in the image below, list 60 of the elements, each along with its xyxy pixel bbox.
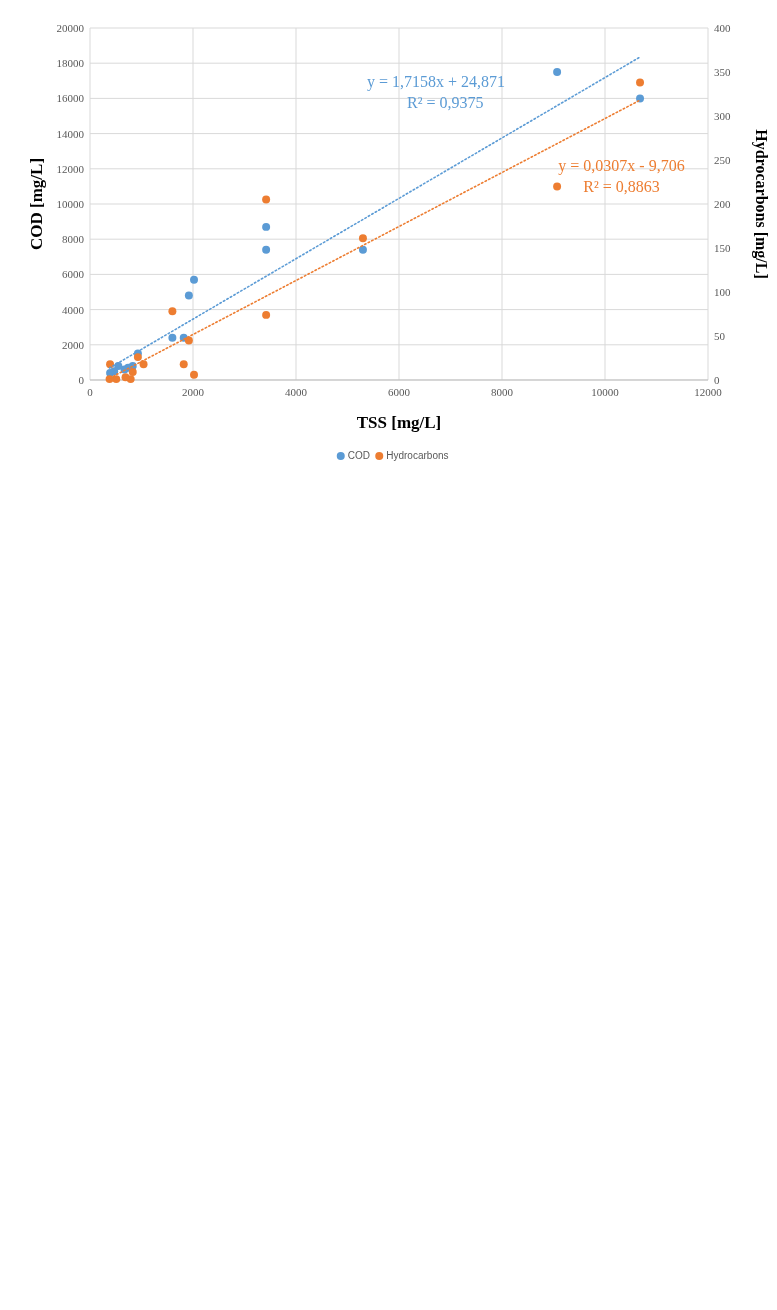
y2-tick-label: 400	[714, 22, 731, 34]
x-tick-label: 0	[87, 386, 94, 398]
point	[139, 360, 148, 369]
point	[184, 336, 193, 345]
x-tick-label: 10000	[591, 386, 620, 398]
y2-tick-label: 50	[714, 330, 726, 342]
x-tick-label: 6000	[388, 386, 411, 398]
point	[190, 370, 199, 379]
y2-tick-label: 250	[714, 154, 731, 166]
legend-label: Hydrocarbons	[386, 450, 449, 461]
point	[112, 375, 121, 384]
point	[133, 353, 142, 362]
point	[262, 310, 271, 319]
y-tick-label: 18000	[56, 57, 85, 70]
y-tick-label: 2000	[62, 338, 85, 351]
point	[168, 307, 177, 316]
point	[121, 373, 130, 382]
annotation: R² = 0,9375	[407, 93, 484, 111]
y-tick-label: 6000	[62, 268, 85, 281]
y-axis-title: COD [mg/L]	[27, 157, 46, 251]
y2-tick-label: 350	[714, 66, 731, 78]
point	[262, 245, 271, 254]
x-tick-label: 2000	[182, 386, 205, 398]
y2-tick-label: 300	[714, 110, 731, 122]
y2-axis-title: Hydrocarbons [mg/L]	[752, 129, 770, 279]
y-tick-label: 0	[78, 374, 85, 386]
x-tick-label: 8000	[491, 386, 514, 398]
annotation: y = 0,0307x - 9,706	[558, 157, 685, 176]
y-tick-label: 4000	[62, 303, 85, 316]
point	[105, 375, 114, 384]
x-tick-label: 12000	[694, 386, 723, 398]
point	[262, 222, 271, 231]
annotation: y = 1,7158x + 24,871	[367, 72, 506, 91]
y-tick-label: 16000	[56, 92, 85, 105]
point	[636, 78, 645, 87]
point	[184, 291, 193, 300]
x-tick-label: 4000	[285, 386, 308, 398]
annotation: R² = 0,8863	[583, 178, 660, 196]
point	[106, 360, 115, 369]
point	[179, 360, 188, 369]
y-tick-label: 20000	[56, 22, 85, 34]
point	[553, 182, 562, 191]
y2-tick-label: 0	[714, 374, 720, 386]
y-tick-label: 10000	[56, 198, 85, 210]
y-tick-label: 14000	[56, 127, 85, 140]
legend-label: COD	[347, 450, 370, 461]
point	[358, 245, 367, 254]
point	[358, 234, 367, 243]
point	[128, 368, 137, 377]
point	[636, 94, 645, 103]
point	[262, 195, 271, 204]
y2-tick-label: 150	[714, 242, 731, 254]
y-tick-label: 12000	[56, 162, 85, 175]
point	[553, 68, 562, 76]
point	[168, 333, 177, 342]
y-tick-label: 8000	[62, 233, 85, 246]
x-axis-title: TSS [mg/L]	[356, 413, 442, 432]
y2-tick-label: 100	[714, 286, 731, 298]
y2-tick-label: 200	[714, 198, 731, 210]
point	[190, 275, 199, 284]
